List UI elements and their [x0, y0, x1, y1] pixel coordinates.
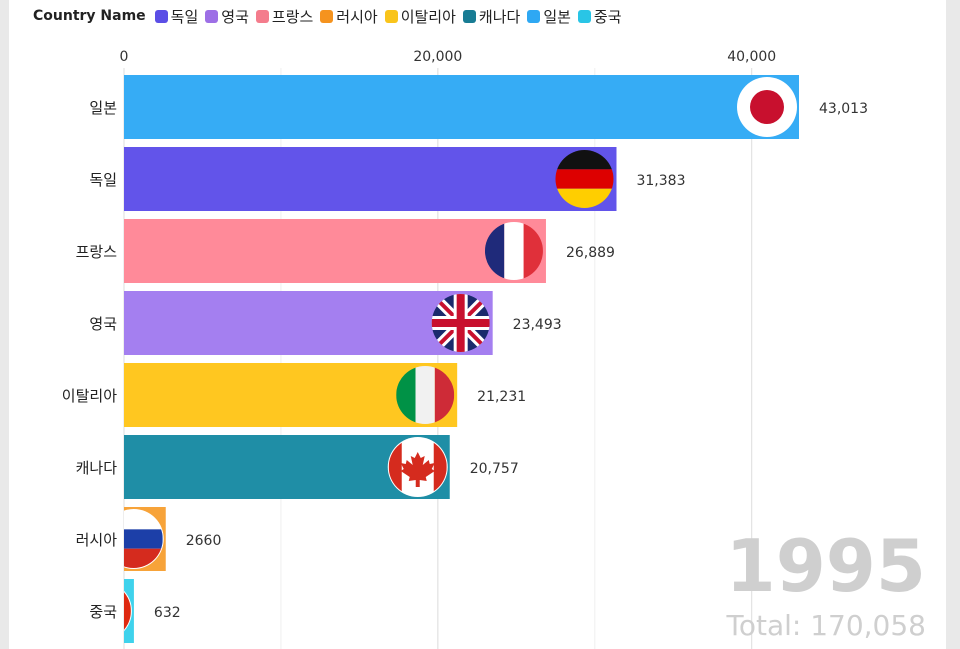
legend-title: Country Name [33, 8, 146, 24]
legend-item-uk[interactable]: 영국 [205, 6, 249, 27]
bar-group: 러시아 2660 [76, 507, 222, 571]
value-label: 31,383 [636, 173, 685, 189]
legend-swatch [462, 9, 476, 23]
value-label: 632 [154, 605, 181, 621]
legend-label: 프랑스 [271, 7, 314, 26]
bar[interactable] [124, 291, 493, 355]
bar[interactable] [124, 219, 546, 283]
legend-item-italy[interactable]: 이탈리아 [384, 6, 456, 27]
bar[interactable] [124, 147, 617, 211]
bar[interactable] [124, 75, 799, 139]
legend-swatch [320, 9, 334, 23]
bar-group: 일본 43,013 [89, 75, 868, 139]
legend-item-japan[interactable]: 일본 [527, 6, 571, 27]
flag-icon [431, 294, 490, 352]
category-label: 독일 [89, 171, 117, 189]
legend-swatch [205, 9, 219, 23]
bar-group: 중국 632 [89, 579, 181, 643]
flag-icon [124, 582, 132, 640]
category-label: 프랑스 [76, 243, 118, 261]
legend-item-germany[interactable]: 독일 [154, 6, 199, 27]
value-label: 2660 [186, 533, 222, 549]
category-label: 영국 [89, 315, 117, 333]
bar-group: 프랑스 26,889 [76, 219, 615, 283]
value-label: 43,013 [819, 101, 868, 117]
tick-layer: 0 20,000 40,000 [120, 49, 777, 65]
legend-label: 중국 [593, 7, 622, 26]
value-label: 26,889 [566, 245, 615, 261]
flag-icon [737, 77, 797, 137]
bar-layer: 일본 43,013 독일 31,383 프랑스 26,889 영국 23,493 이탈리아 21,… [62, 75, 868, 643]
legend-swatch [154, 9, 168, 23]
category-label: 일본 [89, 99, 117, 117]
legend-swatch [527, 9, 541, 23]
right-frame [946, 0, 960, 649]
legend-label: 독일 [170, 7, 199, 26]
legend-label: 이탈리아 [400, 7, 456, 26]
legend-item-canada[interactable]: 캐나다 [462, 6, 521, 27]
flag-icon [484, 222, 543, 280]
legend-label: 캐나다 [478, 7, 521, 26]
legend-item-france[interactable]: 프랑스 [255, 6, 314, 27]
flag-icon [555, 150, 614, 208]
legend: Country Name 독일 영국 프랑스 러시아 이탈리아 캐나다 일본 중… [33, 5, 622, 27]
category-label: 캐나다 [76, 459, 118, 477]
x-tick-label: 0 [120, 49, 129, 65]
legend-swatch [384, 9, 398, 23]
x-tick-label: 20,000 [413, 49, 462, 65]
bar-group: 영국 23,493 [89, 291, 562, 355]
legend-label: 일본 [543, 7, 571, 26]
legend-item-china[interactable]: 중국 [577, 6, 622, 27]
flag-icon [396, 366, 455, 424]
category-label: 러시아 [76, 531, 118, 549]
legend-item-russia[interactable]: 러시아 [320, 6, 378, 27]
category-label: 이탈리아 [62, 387, 117, 405]
x-tick-label: 40,000 [727, 49, 776, 65]
category-label: 중국 [89, 603, 117, 621]
bar-group: 독일 31,383 [89, 147, 685, 211]
legend-label: 러시아 [336, 7, 378, 26]
value-label: 21,231 [477, 389, 526, 405]
legend-swatch [577, 9, 591, 23]
year-label: 1995 [725, 524, 926, 608]
left-frame [0, 0, 9, 649]
bar-group: 이탈리아 21,231 [62, 363, 526, 427]
total-label: Total: 170,058 [726, 609, 926, 642]
value-label: 20,757 [470, 461, 519, 477]
value-label: 23,493 [513, 317, 562, 333]
legend-swatch [255, 9, 269, 23]
flag-icon [387, 437, 448, 497]
bar-group: 캐나다 20,757 [76, 435, 519, 499]
legend-label: 영국 [221, 7, 249, 26]
